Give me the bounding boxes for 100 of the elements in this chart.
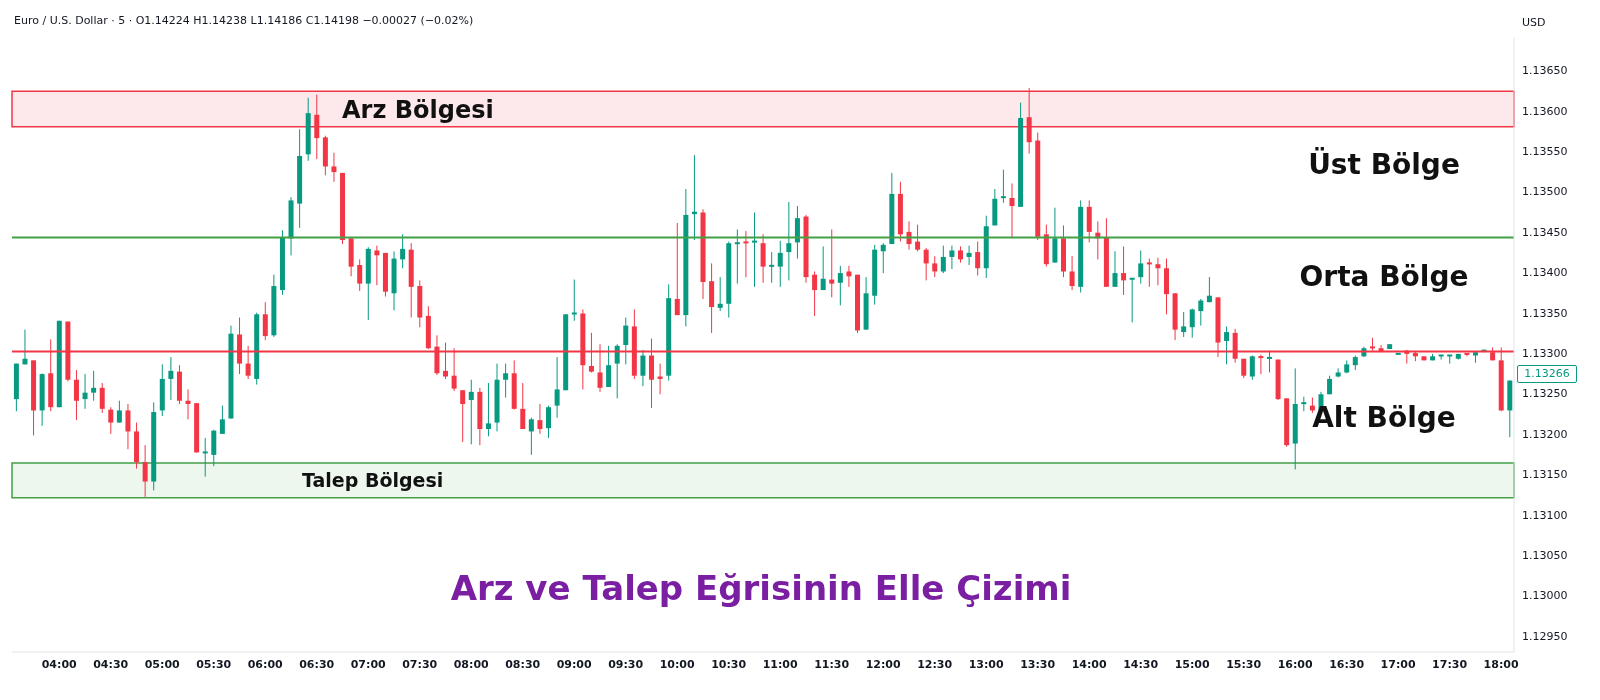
band-label: Arz Bölgesi [342,95,494,124]
y-tick-label: 1.13400 [1522,266,1568,280]
candlestick [846,265,852,288]
candlestick [966,245,972,266]
candlestick [743,230,749,278]
candlestick [1224,325,1230,365]
candlestick [168,356,174,401]
candlestick [520,382,526,430]
candlestick [820,245,826,291]
candlestick [1146,258,1152,288]
candlestick [829,228,835,298]
candlestick [1181,311,1187,338]
y-tick-label: 1.13600 [1522,104,1568,118]
candlestick [760,233,766,284]
candlestick [485,382,491,437]
annotation: Üst Bölge [1307,148,1461,181]
x-tick-label: 15:00 [1174,657,1210,671]
x-tick-label: 07:00 [350,657,387,671]
candlestick [262,301,268,341]
band-label: Talep Bölgesi [302,469,444,492]
y-tick-label: 1.13300 [1522,346,1568,360]
x-tick-label: 05:30 [196,657,232,671]
candlestick [1258,354,1264,375]
candlestick [940,245,946,274]
text: 1.13266 [1517,365,1577,383]
candlestick [108,406,114,435]
x-tick-label: 13:30 [1020,657,1056,671]
y-tick-label: 1.13200 [1522,427,1568,441]
candlestick [468,379,474,445]
x-tick-label: 04:30 [93,657,129,671]
x-tick-label: 14:30 [1123,657,1159,671]
candlestick [374,245,380,286]
candlestick [1121,245,1127,296]
y-tick-label: 1.13100 [1522,508,1568,522]
x-tick-label: 17:30 [1432,657,1468,671]
x-tick-label: 12:30 [917,657,953,671]
candlestick [769,251,775,284]
y-tick-label: 1.13050 [1522,548,1568,562]
candlestick [219,405,225,435]
candlestick [1155,257,1161,286]
x-tick-label: 10:30 [711,657,747,671]
x-tick-label: 18:00 [1483,657,1519,671]
candlestick [571,279,577,322]
y-tick-label: 1.13150 [1522,468,1568,482]
y-tick-label: 1.13650 [1522,64,1568,78]
candlestick [975,241,981,277]
candlestick [717,276,723,312]
y-tick-label: 1.13450 [1522,225,1568,239]
candlestick [73,369,79,421]
candlestick [752,212,758,288]
candlestick [1129,277,1135,323]
x-tick-label: 11:00 [762,657,799,671]
x-tick-label: 16:30 [1329,657,1365,671]
x-tick-label: 06:30 [299,657,335,671]
x-tick-label: 11:30 [814,657,850,671]
x-tick-label: 05:00 [144,657,181,671]
x-tick-label: 08:30 [505,657,541,671]
candlestick [606,345,612,388]
candlestick [923,247,929,281]
candlestick [623,317,629,365]
candlestick [915,224,921,252]
x-tick-label: 12:00 [865,657,902,671]
candlestick [777,240,783,288]
candlestick [99,382,105,414]
candlestick [537,403,543,435]
candlestick [1198,298,1204,327]
candlestick [82,373,88,410]
candlestick [460,389,466,443]
x-tick-label: 16:00 [1277,657,1313,671]
x-tick-label: 07:30 [402,657,438,671]
candlestick [142,444,148,498]
candlestick [674,222,680,316]
candlestick [614,343,620,399]
y-tick-label: 1.12950 [1522,629,1568,643]
candlestick [1009,182,1015,239]
candlestick [786,201,792,281]
x-tick-label: 10:00 [659,657,696,671]
x-tick-label: 17:00 [1380,657,1416,671]
candlestick [1206,276,1212,303]
candlestick [949,245,955,270]
x-tick-label: 15:30 [1226,657,1262,671]
candlestick [331,152,337,183]
chart-subtitle: Euro / U.S. Dollar · 5 · O1.14224 H1.14238 L1.14186 C1.14198 −0.00027 (−0.02%) [14,14,474,27]
candlestick [503,363,509,399]
x-tick-label: 09:00 [556,657,593,671]
y-tick-label: 1.13000 [1522,589,1568,603]
candlestick [640,349,646,387]
x-tick-label: 08:00 [453,657,490,671]
candlestick [1266,350,1272,373]
candlestick [1000,169,1006,204]
text: Arz ve Talep Eğrisinin Elle Çizimi [449,568,1073,608]
candlestick [528,417,534,456]
y-tick-label: 1.13350 [1522,306,1568,320]
candlestick [116,400,122,424]
candlestick [1112,250,1118,288]
y-tick-label: 1.13550 [1522,145,1568,159]
candlestick [554,356,560,419]
candlestick [1189,308,1195,339]
x-tick-label: 14:00 [1071,657,1107,671]
candlestick [1438,354,1444,361]
